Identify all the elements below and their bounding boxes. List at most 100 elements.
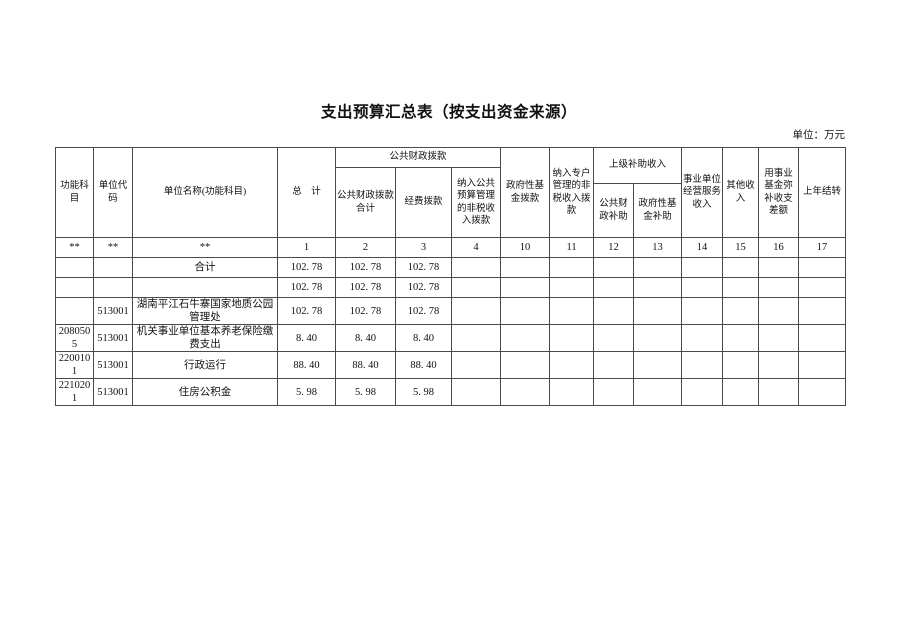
- header-nontax-special-account: 纳入专户管理的非税收入拨款: [549, 147, 595, 238]
- table-cell: [549, 297, 595, 325]
- table-cell: [593, 257, 635, 278]
- table-cell: [722, 297, 760, 325]
- table-cell: [633, 257, 683, 278]
- table-cell: [549, 277, 595, 298]
- table-cell: [633, 324, 683, 352]
- budget-table: 功能科目 单位代码 单位名称(功能科目) 总 计 公共财政拨款 政府性基金拨款 …: [55, 147, 847, 406]
- header-fund-balance-offset: 用事业基金弥补收支差额: [758, 147, 800, 238]
- table-cell: [722, 378, 760, 406]
- header-public-finance-subsidy: 公共财政补助: [593, 183, 635, 238]
- header-gov-fund-appropriation: 政府性基金拨款: [500, 147, 551, 238]
- table-cell: 5. 98: [395, 378, 452, 406]
- table-body: ** ** ** 1 2 3 4 10 11 12 13 14 15 16 17 合计 102. 78 102. …: [55, 237, 847, 406]
- table-cell: 8. 40: [277, 324, 336, 352]
- table-cell: 4: [450, 237, 502, 258]
- table-cell: 513001: [93, 297, 133, 325]
- table-cell: [681, 297, 724, 325]
- table-cell: [450, 257, 502, 278]
- table-cell: [758, 324, 800, 352]
- table-cell: 102. 78: [335, 277, 396, 298]
- table-cell: 机关事业单位基本养老保险缴费支出: [132, 324, 278, 352]
- header-nontax-public-budget: 纳入公共预算管理的非税收入拨款: [450, 167, 502, 238]
- table-cell: [633, 277, 683, 298]
- table-cell: [549, 378, 595, 406]
- table-cell: [593, 351, 635, 379]
- table-cell: 513001: [93, 351, 133, 379]
- table-cell: 2210201: [55, 378, 94, 406]
- table-cell: 102. 78: [277, 257, 336, 278]
- table-cell: [681, 324, 724, 352]
- header-funding-appropriation: 经费拨款: [395, 167, 452, 238]
- table-cell: [500, 324, 551, 352]
- table-row: 合计 102. 78 102. 78 102. 78: [55, 257, 847, 278]
- table-cell: 513001: [93, 378, 133, 406]
- table-cell: 2: [335, 237, 396, 258]
- table-row: 2080505 513001 机关事业单位基本养老保险缴费支出 8. 40 8. 40 8…: [55, 324, 847, 352]
- table-cell: [758, 277, 800, 298]
- table-cell: [55, 297, 94, 325]
- header-row-sub2: 公共财政补助 政府性基金补助: [56, 183, 846, 238]
- table-cell: [500, 257, 551, 278]
- table-cell: 102. 78: [395, 297, 452, 325]
- table-cell: [798, 351, 847, 379]
- header-unit-code: 单位代码: [93, 147, 133, 238]
- table-cell: [450, 351, 502, 379]
- table-cell: [132, 277, 278, 298]
- unit-label: 单位：万元: [792, 130, 846, 141]
- header-total: 总 计: [277, 147, 336, 238]
- table-row: 513001 湖南平江石牛寨国家地质公园管理处 102. 78 102. 78 102.…: [55, 297, 847, 325]
- table-cell: [55, 277, 94, 298]
- table-cell: 湖南平江石牛寨国家地质公园管理处: [132, 297, 278, 325]
- table-cell: [593, 277, 635, 298]
- table-cell: [549, 257, 595, 278]
- table-cell: 8. 40: [335, 324, 396, 352]
- table-cell: [93, 277, 133, 298]
- table-cell: 住房公积金: [132, 378, 278, 406]
- table-cell: [758, 257, 800, 278]
- table-cell: 14: [681, 237, 724, 258]
- header-row-sub1: 公共财政拨款合计 经费拨款 纳入公共预算管理的非税收入拨款: [56, 167, 846, 238]
- table-cell: **: [55, 237, 94, 258]
- table-cell: [722, 351, 760, 379]
- header-group-public-finance-appropriation: 公共财政拨款: [334, 147, 502, 168]
- table-cell: 5. 98: [335, 378, 396, 406]
- table-cell: 12: [593, 237, 635, 258]
- table-cell: 102. 78: [395, 277, 452, 298]
- table-cell: [593, 324, 635, 352]
- table-cell: 15: [722, 237, 760, 258]
- table-cell: [450, 297, 502, 325]
- table-cell: 13: [633, 237, 683, 258]
- table-cell: 合计: [132, 257, 278, 278]
- table-cell: 1: [277, 237, 336, 258]
- table-cell: [593, 378, 635, 406]
- page-title: 支出预算汇总表（按支出资金来源）: [320, 104, 577, 121]
- table-cell: 88. 40: [277, 351, 336, 379]
- table-cell: [549, 324, 595, 352]
- table-cell: [500, 297, 551, 325]
- header-prev-year-carryover: 上年结转: [798, 147, 847, 238]
- table-cell: 8. 40: [395, 324, 452, 352]
- table-cell: 3: [395, 237, 452, 258]
- table-cell: [500, 277, 551, 298]
- table-cell: [681, 378, 724, 406]
- table-cell: [798, 277, 847, 298]
- column-code-row: ** ** ** 1 2 3 4 10 11 12 13 14 15 16 17: [55, 237, 847, 258]
- table-cell: 102. 78: [277, 297, 336, 325]
- table-cell: 11: [549, 237, 595, 258]
- header-functional-subject: 功能科目: [55, 147, 94, 238]
- table-cell: [633, 351, 683, 379]
- table-cell: 行政运行: [132, 351, 278, 379]
- table-cell: **: [93, 237, 133, 258]
- table-row: 2210201 513001 住房公积金 5. 98 5. 98 5. 98: [55, 378, 847, 406]
- table-cell: [798, 257, 847, 278]
- table-cell: 17: [798, 237, 847, 258]
- header-public-finance-total: 公共财政拨款合计: [335, 167, 396, 238]
- table-cell: **: [132, 237, 278, 258]
- table-cell: [593, 297, 635, 325]
- table-row: 102. 78 102. 78 102. 78: [55, 277, 847, 298]
- header-row-groups: 功能科目 单位代码 单位名称(功能科目) 总 计 公共财政拨款 政府性基金拨款 …: [55, 147, 847, 238]
- table-cell: 102. 78: [277, 277, 336, 298]
- table-cell: [798, 324, 847, 352]
- table-cell: [722, 277, 760, 298]
